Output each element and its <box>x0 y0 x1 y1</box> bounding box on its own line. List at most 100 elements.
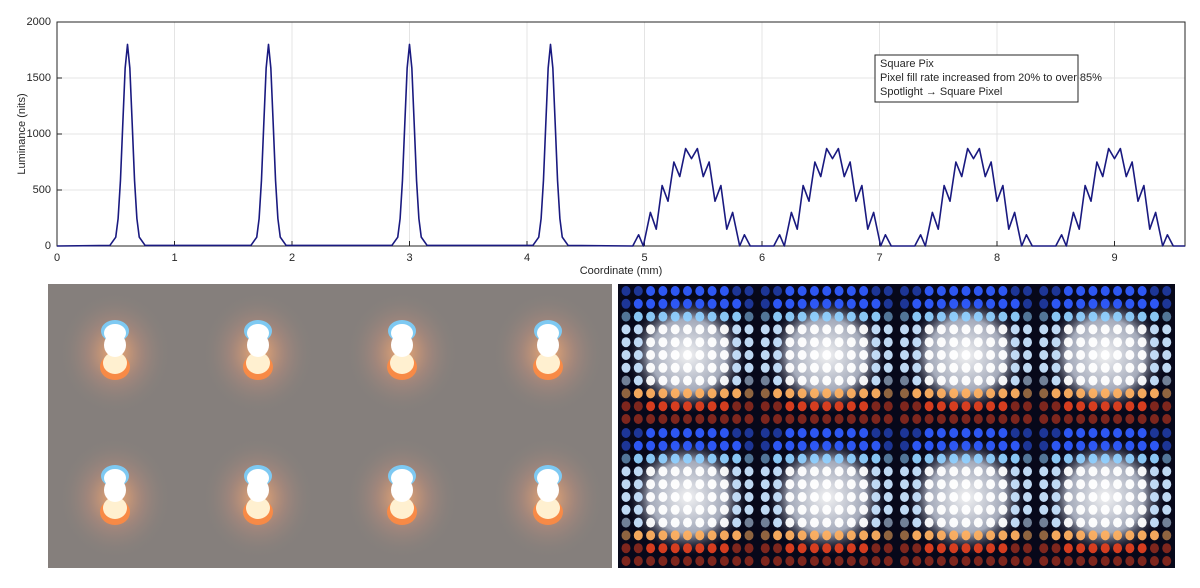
photo-dot <box>695 286 705 296</box>
photo-dot <box>621 530 631 541</box>
photo-dot <box>670 543 680 554</box>
photo-dot <box>912 388 922 399</box>
photo-dot <box>949 556 959 566</box>
photo-dot <box>773 401 783 412</box>
photo-dot <box>809 543 819 554</box>
x-tick-label: 0 <box>54 252 60 264</box>
photo-dot <box>834 362 844 373</box>
photo-dot <box>1010 388 1020 399</box>
photo-dot <box>1162 556 1172 566</box>
photo-dot <box>732 517 742 528</box>
photo-dot <box>1100 504 1110 515</box>
photo-dot <box>822 286 832 296</box>
photo-dot <box>695 401 705 412</box>
photo-dot <box>986 440 996 451</box>
photo-dot <box>1113 375 1123 386</box>
photo-dot <box>1125 286 1135 296</box>
photo-dot <box>949 479 959 490</box>
photo-dot <box>1010 440 1020 451</box>
photo-dot <box>1100 337 1110 348</box>
photo-dot <box>912 517 922 528</box>
photo-blob <box>104 333 126 357</box>
photo-dot <box>646 479 656 490</box>
photo-dot <box>1039 543 1049 554</box>
photo-dot <box>707 479 717 490</box>
photo-dot <box>744 543 754 554</box>
photo-dot <box>1051 401 1061 412</box>
photo-dot <box>621 388 631 399</box>
photo-dot <box>1113 337 1123 348</box>
photo-dot <box>961 337 971 348</box>
x-tick-label: 2 <box>289 252 295 264</box>
photo-dot <box>973 428 983 438</box>
photo-dot <box>949 492 959 502</box>
photo-dot <box>658 286 668 296</box>
annotation-box <box>874 54 1079 103</box>
photo-dot <box>797 492 807 502</box>
photo-dot <box>621 362 631 373</box>
photo-dot <box>633 479 643 490</box>
photo-dot <box>1076 401 1086 412</box>
photo-dot <box>846 375 856 386</box>
photo-dot <box>1113 350 1123 360</box>
photo-dot <box>744 492 754 502</box>
photo-dot <box>1137 324 1147 335</box>
photo-dot <box>961 479 971 490</box>
photo-dot <box>719 517 729 528</box>
photo-dot <box>1088 492 1098 502</box>
photo-dot <box>1162 350 1172 360</box>
photo-dot <box>1023 350 1032 360</box>
photo-dot <box>1023 337 1032 348</box>
photo-dot <box>912 337 922 348</box>
photo-dot <box>732 414 742 424</box>
photo-blob <box>391 478 413 502</box>
photo-dot <box>719 298 729 309</box>
photo-dot <box>760 286 770 296</box>
photo-dot <box>797 286 807 296</box>
photo-dot <box>797 543 807 554</box>
photo-dot <box>760 453 770 464</box>
photo-dot <box>707 543 717 554</box>
photo-dot <box>912 375 922 386</box>
photo-dot <box>1149 362 1159 373</box>
photo-dot <box>822 466 832 477</box>
photo-dot <box>1010 286 1020 296</box>
photo-dot <box>900 286 909 296</box>
photo-dot <box>683 428 692 438</box>
photo-dot <box>658 543 668 554</box>
photo-dot <box>1051 530 1061 541</box>
photo-dot <box>924 388 934 399</box>
photo-dot <box>658 428 668 438</box>
photo-dot <box>621 298 631 309</box>
photo-dot <box>859 362 869 373</box>
photo-dot <box>900 311 909 322</box>
photo-dot <box>797 530 807 541</box>
photo-dot <box>760 504 770 515</box>
photo-dot <box>760 517 770 528</box>
photo-dot <box>760 337 770 348</box>
photo-dot <box>695 337 705 348</box>
photo-dot <box>883 388 893 399</box>
photo-dot <box>719 324 729 335</box>
photo-dot <box>1051 414 1061 424</box>
photo-dot <box>1137 440 1147 451</box>
photo-dot <box>822 428 832 438</box>
photo-dot <box>1125 530 1135 541</box>
photo-dot <box>1010 311 1020 322</box>
photo-dot <box>744 556 754 566</box>
photo-dot <box>695 530 705 541</box>
photo-dot <box>1051 556 1061 566</box>
photo-dot <box>834 466 844 477</box>
photo-dot <box>949 440 959 451</box>
photo-dot <box>1051 337 1061 348</box>
photo-dot <box>936 428 946 438</box>
photo-dot <box>900 530 909 541</box>
photo-dot <box>1088 350 1098 360</box>
photo-dot <box>834 440 844 451</box>
photo-dot <box>683 362 692 373</box>
photo-dot <box>797 414 807 424</box>
photo-dot <box>883 530 893 541</box>
photo-dot <box>834 350 844 360</box>
photo-dot <box>998 298 1008 309</box>
y-tick-label: 500 <box>33 184 51 196</box>
